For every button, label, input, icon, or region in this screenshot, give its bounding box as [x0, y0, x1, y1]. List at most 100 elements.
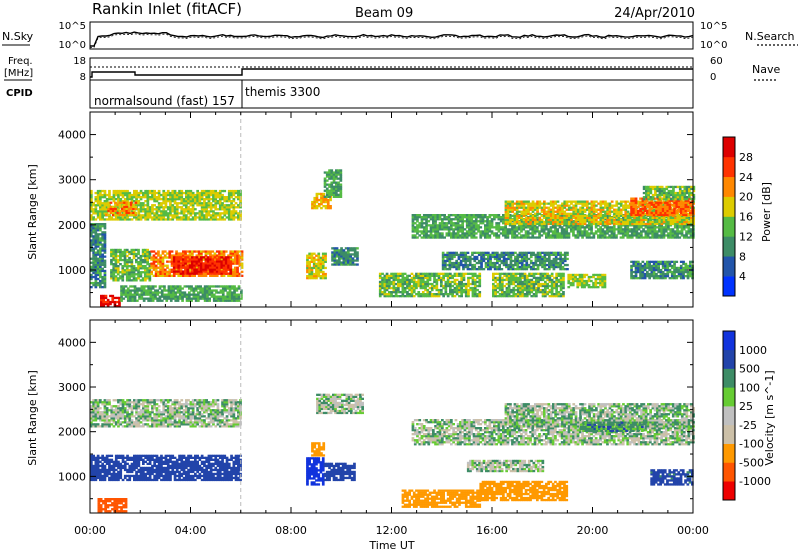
- power-cell: [664, 228, 668, 231]
- power-cell: [116, 254, 120, 258]
- power-cell: [184, 274, 187, 277]
- power-cell: [538, 216, 542, 219]
- power-cell: [118, 205, 122, 208]
- power-cell: [624, 218, 628, 222]
- power-cell: [660, 236, 663, 239]
- power-cell: [223, 208, 227, 211]
- power-cell: [459, 230, 462, 233]
- power-cell: [151, 212, 154, 215]
- power-cell: [209, 264, 212, 267]
- power-cell: [96, 193, 100, 197]
- power-cell: [183, 293, 187, 296]
- power-cell: [306, 266, 309, 270]
- power-cell: [188, 293, 191, 296]
- power-cell: [462, 278, 466, 282]
- power-cell: [484, 226, 487, 229]
- power-cell: [569, 220, 573, 223]
- power-cell: [103, 259, 107, 262]
- date-title: 24/Apr/2010: [614, 6, 695, 21]
- power-cell: [166, 252, 169, 255]
- power-cell: [473, 291, 477, 294]
- power-cell: [408, 293, 411, 296]
- power-cell: [581, 212, 585, 215]
- power-cell: [324, 258, 327, 261]
- power-cell: [332, 195, 336, 198]
- power-cell: [196, 204, 199, 207]
- power-cell: [436, 230, 440, 233]
- power-cell: [198, 202, 202, 205]
- power-cell: [94, 257, 98, 260]
- power-cell: [552, 212, 555, 215]
- power-cell: [476, 288, 479, 292]
- power-cell: [197, 264, 201, 267]
- power-cell: [195, 258, 199, 261]
- power-cell: [231, 260, 235, 263]
- power-cell: [99, 202, 102, 205]
- power-cell: [319, 275, 323, 278]
- power-cell: [637, 224, 641, 227]
- power-cell: [315, 192, 319, 196]
- power-cell: [511, 230, 514, 233]
- power-cell: [203, 285, 207, 288]
- power-cell: [94, 245, 98, 248]
- power-cell: [180, 210, 184, 213]
- power-cell: [137, 256, 140, 260]
- power-cell: [556, 218, 560, 222]
- power-cell: [169, 295, 173, 298]
- power-cell: [218, 202, 222, 205]
- power-cell: [101, 196, 104, 199]
- power-cell: [515, 202, 519, 205]
- power-cell: [218, 204, 222, 207]
- power-cell: [123, 250, 127, 254]
- power-cell: [194, 202, 197, 205]
- power-cell: [96, 253, 100, 256]
- power-cell: [520, 210, 524, 213]
- power-cell: [353, 259, 357, 262]
- power-cell: [328, 169, 331, 172]
- power-cell: [506, 204, 510, 207]
- power-cell: [101, 281, 104, 285]
- power-cell: [221, 287, 225, 290]
- power-cell: [477, 226, 480, 229]
- power-cell: [335, 185, 338, 188]
- power-cell: [94, 277, 98, 281]
- power-cell: [583, 208, 587, 211]
- power-cell: [413, 218, 417, 221]
- power-cell: [112, 271, 116, 274]
- power-cell: [135, 198, 138, 201]
- power-cell: [179, 272, 183, 275]
- power-cell: [536, 200, 539, 203]
- power-cell: [227, 274, 230, 277]
- power-cell: [148, 263, 152, 266]
- power-cell: [128, 258, 131, 262]
- power-cell: [599, 212, 603, 215]
- power-cell: [479, 222, 483, 225]
- power-cell: [517, 228, 521, 231]
- power-cell: [191, 264, 194, 267]
- power-cell: [166, 260, 169, 263]
- power-cell: [320, 207, 323, 210]
- power-cell: [195, 270, 199, 273]
- power-cell: [468, 226, 471, 229]
- power-cell: [308, 272, 311, 276]
- power-cell: [687, 216, 691, 219]
- power-cell: [310, 275, 314, 278]
- power-cell: [658, 222, 661, 226]
- power-cell: [617, 210, 621, 213]
- power-cell: [430, 274, 434, 277]
- power-cell: [558, 234, 562, 237]
- power-cell: [191, 218, 195, 221]
- power-cell: [156, 297, 159, 300]
- power-cell: [170, 270, 174, 273]
- power-cell: [191, 191, 195, 195]
- power-cell: [157, 210, 161, 213]
- power-cell: [333, 247, 337, 250]
- power-cell: [94, 279, 98, 283]
- power-cell: [335, 169, 338, 172]
- nsearch-label: N.Search: [745, 30, 795, 43]
- power-cell: [456, 214, 460, 217]
- power-cell: [465, 234, 469, 237]
- power-cell: [590, 226, 593, 229]
- power-cell: [162, 206, 166, 209]
- power-cell: [99, 249, 102, 252]
